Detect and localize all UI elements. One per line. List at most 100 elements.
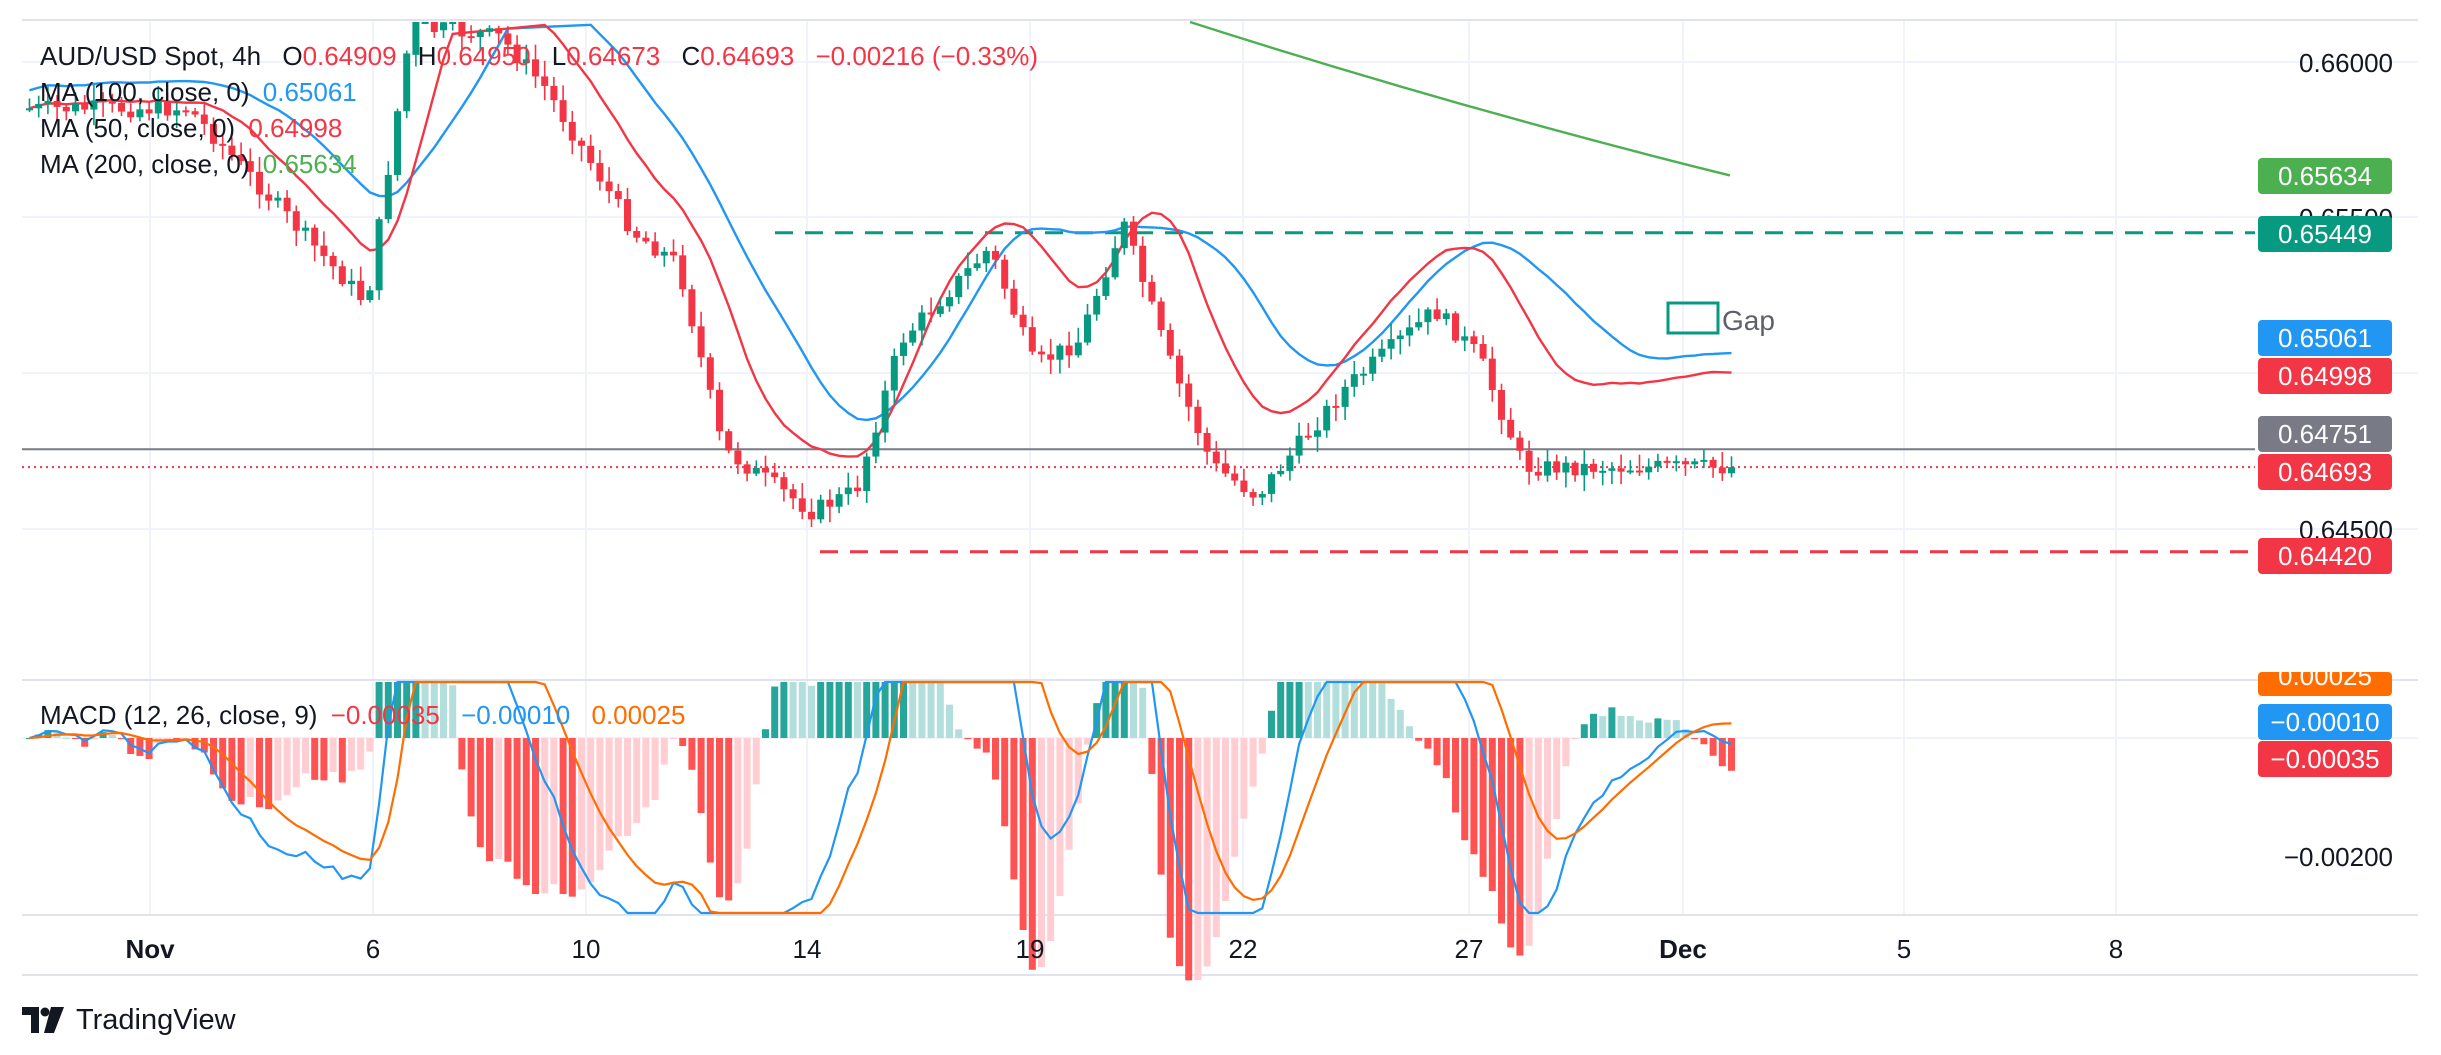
macd-histogram-bar <box>486 738 493 862</box>
candle-body <box>835 494 843 507</box>
candle-body <box>1120 221 1128 249</box>
candle-body <box>780 477 788 490</box>
macd-histogram-bar <box>467 738 475 817</box>
macd-histogram-bar <box>1562 738 1570 767</box>
candle-body <box>1433 309 1441 320</box>
candle-body <box>1709 459 1717 468</box>
macd-histogram-bar <box>329 738 337 773</box>
macd-histogram-bar <box>1001 738 1009 827</box>
candle-body <box>1323 405 1331 431</box>
symbol-legend: AUD/USD Spot, 4h O0.64909 H0.64950 L0.64… <box>40 38 1038 74</box>
time-tick-6: 6 <box>365 934 381 964</box>
macd-histogram-bar <box>136 738 144 756</box>
macd-histogram-bar <box>1498 738 1505 924</box>
macd-histogram-bar <box>596 738 604 871</box>
candle-body <box>440 22 447 31</box>
macd-histogram-bar <box>1461 738 1469 841</box>
macd-histogram-bar <box>863 682 871 738</box>
macd-histogram-bar <box>1120 682 1128 738</box>
candle-body <box>1654 460 1662 467</box>
symbol-title: AUD/USD Spot, 4h <box>40 41 262 71</box>
macd-histogram-bar <box>1369 682 1377 738</box>
time-tick-27: 27 <box>1454 934 1484 964</box>
candle-body <box>1626 470 1634 473</box>
candle-body <box>1488 358 1496 390</box>
candle-body <box>1001 259 1009 289</box>
candle-body <box>219 143 227 146</box>
macd-histogram-bar <box>568 738 576 897</box>
macd-histogram-bar <box>384 682 392 738</box>
candle-body <box>550 85 558 101</box>
candle-body <box>375 219 383 291</box>
candle-body <box>44 100 52 104</box>
candle-body <box>513 44 521 64</box>
macd-histogram-bar <box>1074 738 1082 804</box>
candle-body <box>1369 356 1377 374</box>
ma200-label: MA (200, close, 0) <box>40 149 250 179</box>
candle-body <box>1222 463 1229 474</box>
time-tick-10: 10 <box>571 934 601 964</box>
macd-histogram-bar <box>246 738 254 798</box>
tradingview-brand[interactable]: TradingView <box>22 1000 236 1040</box>
candle-body <box>1212 451 1220 464</box>
macd-histogram-bar <box>1056 738 1064 897</box>
macd-histogram-bar <box>633 738 641 824</box>
ma200-legend: MA (200, close, 0) 0.65634 <box>40 146 357 182</box>
candle-body <box>936 306 944 314</box>
macd-histogram-bar <box>1544 738 1551 859</box>
macd-histogram-bar <box>210 738 217 775</box>
candle-body <box>173 110 181 116</box>
candle-body <box>762 467 769 473</box>
macd-histogram-bar <box>679 738 687 747</box>
candle-body <box>633 231 641 238</box>
candle-body <box>1590 463 1597 472</box>
candle-body <box>504 33 512 45</box>
macd-tick-0.00200: −0.00200 <box>2283 842 2393 872</box>
candle-body <box>200 114 208 124</box>
macd-histogram-bar <box>458 738 466 770</box>
macd-histogram-bar <box>1304 682 1312 738</box>
macd-histogram-bar <box>771 686 779 738</box>
macd-histogram-bar <box>118 738 125 740</box>
candle-body <box>532 59 539 77</box>
macd-histogram-bar <box>624 738 631 837</box>
macd-histogram-bar <box>1249 738 1257 787</box>
macd-histogram-bar <box>780 682 788 738</box>
candle-body <box>1249 492 1257 498</box>
macd-histogram-bar <box>725 738 733 901</box>
ma100-price-badge: 0.65061 <box>2258 320 2392 356</box>
macd-histogram-bar <box>1691 738 1699 740</box>
time-tick-19: 19 <box>1015 934 1045 964</box>
candle-body <box>982 250 990 264</box>
candle-body <box>559 100 567 122</box>
candle-body <box>394 111 401 175</box>
candle-body <box>522 59 530 64</box>
candle-body <box>1461 336 1469 341</box>
candle-body <box>605 181 613 192</box>
macd-histogram-bar <box>108 734 116 738</box>
macd-histogram-bar <box>688 738 696 770</box>
candle-body <box>476 31 484 38</box>
macd-histogram-bar <box>1240 738 1248 819</box>
macd-histogram-bar <box>762 729 769 738</box>
macd-histogram-bar <box>955 729 963 738</box>
macd-histogram-bar <box>1065 738 1073 850</box>
candle-body <box>366 290 374 300</box>
candle-body <box>81 103 89 110</box>
macd-histogram-bar <box>495 738 503 859</box>
candle-body <box>1148 281 1156 302</box>
low-value: 0.64673 <box>566 41 661 71</box>
last-price-badge: 0.64693 <box>2258 454 2392 490</box>
candle-body <box>1470 336 1478 345</box>
macd-histogram-bar <box>964 738 972 740</box>
support-price-badge: 0.64420 <box>2258 538 2392 574</box>
candle-body <box>918 312 926 331</box>
candle-body <box>1139 245 1147 282</box>
macd-histogram-bar <box>1222 738 1229 901</box>
ma50-label: MA (50, close, 0) <box>40 113 236 143</box>
macd-histogram-bar <box>90 738 98 740</box>
macd-histogram-bar <box>660 738 668 765</box>
candle-body <box>246 161 254 172</box>
macd-histogram-bar <box>1488 738 1496 892</box>
